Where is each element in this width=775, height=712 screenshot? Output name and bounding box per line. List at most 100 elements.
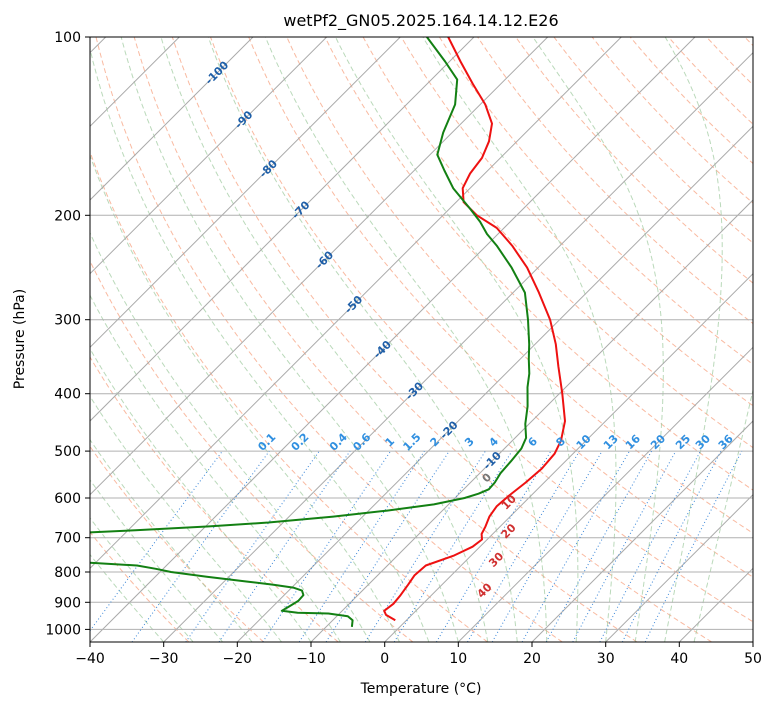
moist-adiabat-line: [120, 37, 459, 642]
temperature-line: [383, 37, 566, 622]
x-tick-label: 10: [449, 651, 467, 667]
dry-adiabat-line: [209, 37, 753, 623]
x-tick-label: 50: [744, 651, 762, 667]
y-tick-label: 200: [54, 208, 81, 224]
mixing-ratio-label: 1.5: [401, 431, 424, 454]
mixing-ratio-label: 0.2: [289, 431, 312, 454]
mixing-ratio-line: [621, 450, 722, 642]
isotherm-line: [163, 51, 753, 642]
axes: −40 −30 −20 −10 0 10 20 30 40 5010009008007006005…: [45, 30, 762, 667]
isotherm-line: [90, 37, 696, 642]
profile-lines: [90, 37, 566, 628]
x-tick-label: 20: [523, 651, 541, 667]
x-tick-label: −10: [296, 651, 326, 667]
dry-adiabat-line: [286, 37, 753, 534]
y-tick-label: 300: [54, 313, 81, 329]
y-tick-label: 600: [54, 491, 81, 507]
x-axis-title: Temperature (°C): [360, 681, 482, 697]
isotherm-line: [531, 420, 753, 642]
y-tick-label: 500: [54, 444, 81, 460]
y-tick-label: 900: [54, 595, 81, 611]
mixing-ratio-line: [262, 450, 392, 642]
dry-adiabat-line: [515, 37, 753, 284]
mixing-ratio-line: [218, 450, 351, 642]
isotherm-line: [678, 567, 753, 642]
x-tick-label: 30: [597, 651, 615, 667]
moist-adiabat-line: [160, 37, 489, 642]
dry-adiabat-line: [133, 37, 638, 642]
isotherm-line: [90, 37, 622, 570]
mixing-ratio-line: [298, 450, 425, 642]
mixing-ratio-label: 30: [693, 432, 713, 452]
dry-adiabat-line: [770, 24, 775, 642]
moist-adiabat-label: 10: [499, 492, 519, 512]
mixing-ratio-line: [131, 450, 270, 642]
moist-adiabat-label: 30: [486, 550, 506, 570]
mixing-ratio-line: [435, 450, 552, 642]
isotherm-line: [605, 493, 753, 642]
mixing-ratio-label: 0.4: [327, 430, 350, 453]
moist-adiabat-line: [90, 478, 223, 642]
mixing-ratio-line: [185, 450, 320, 642]
moist-adiabat-line: [90, 438, 253, 642]
background-grid: [90, 24, 775, 642]
y-tick-label: 800: [54, 565, 81, 581]
mixing-ratio-line: [325, 450, 450, 642]
dry-adiabat-line: [591, 37, 753, 204]
x-tick-label: 0: [380, 651, 389, 667]
mixing-ratio-line: [90, 450, 223, 632]
chart-title: wetPf2_GN05.2025.164.14.12.E26: [283, 11, 558, 31]
y-tick-label: 100: [54, 30, 81, 46]
moist-adiabat-line: [422, 37, 617, 642]
moist-adiabat-line: [532, 37, 664, 642]
y-tick-label: 400: [54, 387, 81, 403]
isotherm-line: [310, 199, 753, 642]
isotherm-line: [90, 37, 401, 349]
dry-adiabat-line: [248, 37, 753, 578]
dry-adiabat-line: [438, 37, 753, 366]
moist-adiabat-line: [90, 231, 371, 642]
mixing-ratio-label: 3: [462, 435, 477, 450]
x-tick-label: −20: [223, 651, 253, 667]
mixing-ratio-label: 10: [574, 432, 594, 452]
moist-adiabat-line: [335, 37, 579, 642]
isotherm-line: [90, 37, 549, 496]
isotherm-line: [90, 37, 254, 201]
dry-adiabat-line: [171, 37, 712, 642]
isotherm-line: [384, 272, 753, 642]
mixing-ratio-line: [545, 450, 653, 642]
moist-adiabat-line: [90, 47, 430, 642]
moist-adiabat-line: [90, 154, 400, 642]
dry-adiabat-line: [90, 445, 264, 642]
isotherm-line: [752, 641, 753, 642]
dry-adiabat-line: [477, 37, 753, 325]
dewpoint-line: [90, 37, 531, 628]
mixing-ratio-line: [572, 450, 677, 642]
x-tick-label: 40: [670, 651, 688, 667]
moist-adiabat-line: [90, 553, 165, 642]
dry-adiabat-line: [667, 37, 753, 125]
isotherm-line: [90, 37, 328, 275]
mixing-ratio-label: 16: [623, 432, 643, 452]
dry-adiabat-line: [90, 356, 339, 642]
mixing-ratio-label: 8: [553, 435, 568, 450]
mixing-ratio-label: 0.1: [255, 431, 278, 454]
mixing-ratio-line: [599, 450, 701, 642]
dry-adiabat-line: [744, 37, 753, 47]
moist-adiabat-line: [90, 294, 341, 642]
y-tick-label: 700: [54, 531, 81, 547]
moist-adiabat-line: [693, 388, 753, 642]
mixing-ratio-label: 13: [601, 432, 621, 452]
moist-adiabat-line: [90, 347, 312, 642]
x-tick-label: −30: [149, 651, 179, 667]
isotherm-line: [457, 346, 753, 642]
moist-adiabat-line: [207, 37, 518, 642]
mixing-ratio-label: 0.6: [350, 430, 373, 453]
moist-adiabat-label: 0: [479, 470, 494, 485]
mixing-ratio-label: 6: [525, 435, 540, 450]
moist-adiabat-line: [664, 37, 723, 642]
dry-adiabat-line: [400, 37, 753, 407]
mixing-ratio-line: [644, 450, 743, 642]
